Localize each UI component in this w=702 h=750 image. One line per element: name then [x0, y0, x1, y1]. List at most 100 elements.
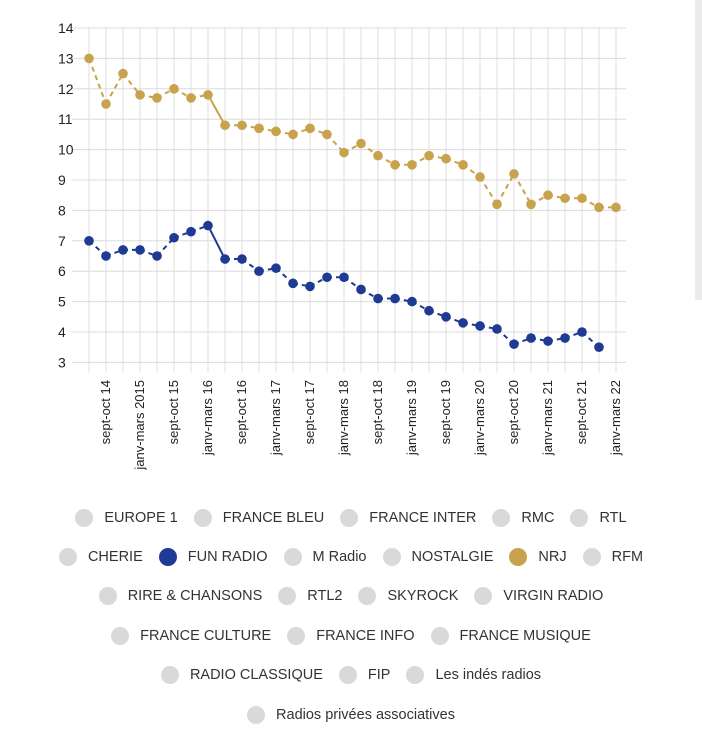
- data-point[interactable]: [543, 190, 553, 200]
- data-point[interactable]: [322, 272, 332, 283]
- legend-item-cherie[interactable]: CHERIE: [58, 548, 143, 567]
- data-point[interactable]: [407, 296, 417, 307]
- data-point[interactable]: [84, 53, 94, 64]
- line-chart: 3 4 5 6 7 8 9 10 11 12 13 14 sept-oct 14 janv-mars 2…: [58, 20, 626, 471]
- data-point[interactable]: [492, 199, 502, 210]
- data-point[interactable]: [152, 251, 162, 261]
- x-tick-label: sept-oct 20: [506, 380, 521, 444]
- legend-item-skyrock[interactable]: SKYROCK: [358, 587, 458, 606]
- data-point[interactable]: [560, 193, 570, 204]
- data-point[interactable]: [84, 236, 94, 246]
- legend-item-france-bleu[interactable]: FRANCE BLEU: [193, 508, 325, 527]
- legend-item-m-radio[interactable]: M Radio: [283, 548, 367, 567]
- data-point[interactable]: [305, 281, 315, 292]
- data-point[interactable]: [305, 123, 315, 134]
- data-point[interactable]: [169, 232, 179, 243]
- legend-row: EUROPE 1 FRANCE BLEU FRANCE INTER RMC RTL: [0, 498, 702, 537]
- data-point[interactable]: [373, 150, 383, 161]
- data-point[interactable]: [254, 266, 264, 277]
- data-point[interactable]: [424, 150, 434, 161]
- data-point[interactable]: [118, 245, 128, 255]
- data-point[interactable]: [169, 84, 179, 94]
- data-point[interactable]: [271, 126, 281, 137]
- data-point[interactable]: [441, 312, 451, 322]
- data-point[interactable]: [186, 93, 196, 103]
- legend-item-radios-privees-associatives[interactable]: Radios privées associatives: [247, 705, 455, 724]
- data-point[interactable]: [594, 342, 604, 353]
- legend-item-france-inter[interactable]: FRANCE INTER: [340, 508, 476, 527]
- data-point[interactable]: [356, 284, 366, 295]
- legend-item-france-culture[interactable]: FRANCE CULTURE: [111, 626, 272, 645]
- legend-item-les-indes-radios[interactable]: Les indés radios: [406, 666, 541, 685]
- data-point[interactable]: [475, 321, 485, 331]
- y-tick-label: 14: [58, 20, 74, 36]
- legend-label: VIRGIN RADIO: [503, 588, 604, 605]
- legend-item-france-info[interactable]: FRANCE INFO: [287, 626, 415, 645]
- legend-item-rtl[interactable]: RTL: [570, 508, 627, 527]
- data-point[interactable]: [475, 172, 485, 182]
- data-point[interactable]: [458, 318, 468, 328]
- legend-item-rire-et-chansons[interactable]: RIRE & CHANSONS: [98, 587, 262, 606]
- legend-dot-icon: [340, 508, 359, 527]
- data-point[interactable]: [407, 160, 417, 170]
- data-point[interactable]: [237, 120, 247, 131]
- data-point[interactable]: [237, 254, 247, 264]
- legend-item-europe-1[interactable]: EUROPE 1: [75, 508, 178, 527]
- legend-label: RTL2: [307, 588, 343, 605]
- data-point[interactable]: [254, 123, 264, 134]
- scrollbar[interactable]: [695, 0, 702, 300]
- data-point[interactable]: [135, 90, 145, 100]
- data-point[interactable]: [220, 120, 230, 131]
- legend-item-fun-radio[interactable]: FUN RADIO: [158, 548, 268, 567]
- data-point[interactable]: [526, 333, 536, 343]
- data-point[interactable]: [390, 293, 400, 304]
- data-point[interactable]: [203, 220, 213, 231]
- data-point[interactable]: [526, 199, 536, 210]
- data-point[interactable]: [203, 90, 213, 100]
- data-point[interactable]: [509, 339, 519, 349]
- data-point[interactable]: [339, 272, 349, 283]
- data-point[interactable]: [373, 293, 383, 304]
- legend-dot-icon: [98, 587, 117, 606]
- legend-dot-icon: [430, 626, 449, 645]
- data-point[interactable]: [339, 147, 349, 158]
- legend-label: FRANCE BLEU: [222, 509, 325, 526]
- data-point[interactable]: [152, 93, 162, 103]
- data-point[interactable]: [186, 226, 196, 237]
- legend-item-nrj[interactable]: NRJ: [509, 548, 567, 567]
- data-point[interactable]: [390, 160, 400, 170]
- data-point[interactable]: [135, 245, 145, 255]
- data-point[interactable]: [101, 251, 111, 261]
- data-point[interactable]: [356, 138, 366, 149]
- legend-item-france-musique[interactable]: FRANCE MUSIQUE: [430, 626, 591, 645]
- data-point[interactable]: [118, 68, 128, 79]
- data-point[interactable]: [101, 99, 111, 109]
- legend-label: RADIO CLASSIQUE: [189, 667, 323, 684]
- data-point[interactable]: [441, 153, 451, 164]
- data-point[interactable]: [577, 193, 587, 204]
- data-point[interactable]: [288, 129, 298, 140]
- data-point[interactable]: [543, 336, 553, 346]
- legend-label: FRANCE MUSIQUE: [459, 627, 591, 644]
- legend-item-virgin-radio[interactable]: VIRGIN RADIO: [474, 587, 604, 606]
- legend-item-fip[interactable]: FIP: [338, 666, 390, 685]
- data-point[interactable]: [220, 254, 230, 264]
- data-point[interactable]: [560, 333, 570, 343]
- data-point[interactable]: [492, 324, 502, 334]
- legend-dot-icon: [158, 548, 177, 567]
- data-point[interactable]: [424, 305, 434, 316]
- data-point[interactable]: [509, 169, 519, 179]
- data-point[interactable]: [577, 327, 587, 337]
- legend-label: FRANCE CULTURE: [140, 627, 272, 644]
- data-point[interactable]: [271, 263, 281, 273]
- legend-item-radio-classique[interactable]: RADIO CLASSIQUE: [160, 666, 323, 685]
- data-point[interactable]: [611, 202, 621, 213]
- legend-item-rtl2[interactable]: RTL2: [278, 587, 343, 606]
- legend-item-rmc[interactable]: RMC: [492, 508, 554, 527]
- data-point[interactable]: [594, 202, 604, 213]
- data-point[interactable]: [288, 278, 298, 289]
- legend-item-rfm[interactable]: RFM: [582, 548, 643, 567]
- data-point[interactable]: [458, 160, 468, 170]
- legend-item-nostalgie[interactable]: NOSTALGIE: [382, 548, 493, 567]
- data-point[interactable]: [322, 129, 332, 140]
